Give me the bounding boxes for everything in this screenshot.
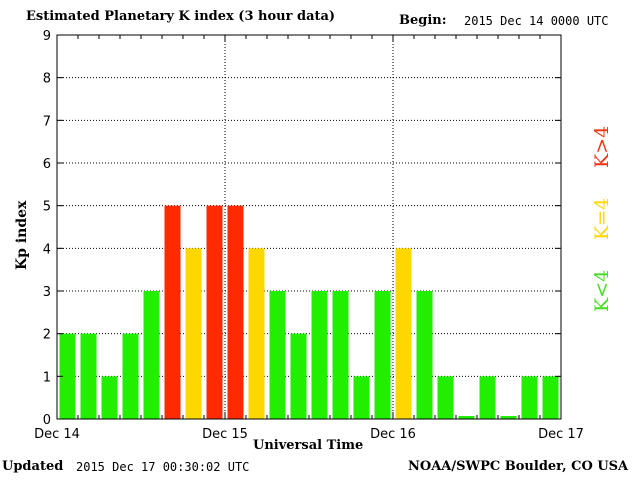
legend-k-above-4: K>4 — [591, 125, 613, 168]
legend-k-below-4: K<4 — [591, 269, 613, 312]
kp-bar — [227, 205, 244, 419]
y-tick-label: 5 — [43, 200, 51, 215]
y-tick-label: 1 — [43, 370, 51, 385]
kp-bar — [101, 376, 118, 419]
kp-bar — [500, 416, 517, 419]
y-tick-label: 8 — [43, 72, 51, 87]
kp-bar — [542, 376, 559, 419]
kp-bar — [458, 416, 475, 419]
kp-bar — [143, 291, 160, 419]
kp-bar — [185, 248, 202, 419]
y-tick-label: 9 — [43, 29, 51, 44]
kp-bar — [206, 205, 223, 419]
x-axis-label: Universal Time — [253, 438, 364, 453]
legend-k-equal-4: K=4 — [591, 197, 613, 240]
y-axis: 0 1 2 3 4 5 6 7 8 9 — [43, 29, 561, 428]
credit-text: NOAA/SWPC Boulder, CO USA — [408, 459, 629, 474]
kp-bar — [437, 376, 454, 419]
y-tick-label: 3 — [43, 285, 51, 300]
kp-bar — [80, 333, 97, 419]
kp-bar — [290, 333, 307, 419]
x-tick-label: Dec 15 — [202, 427, 248, 442]
kp-bar — [269, 291, 286, 419]
kp-bar — [479, 376, 496, 419]
kp-bar — [374, 291, 391, 419]
begin-label: Begin: — [399, 13, 447, 28]
x-tick-label: Dec 17 — [538, 427, 584, 442]
kp-bar — [311, 291, 328, 419]
grid-lines — [57, 35, 561, 419]
updated-value: 2015 Dec 17 00:30:02 UTC — [76, 460, 250, 474]
begin-value: 2015 Dec 14 0000 UTC — [464, 14, 609, 28]
kp-bar — [353, 376, 370, 419]
y-tick-label: 7 — [43, 114, 51, 129]
kp-bar — [332, 291, 349, 419]
kp-bar — [521, 376, 538, 419]
y-axis-label: Kp index — [14, 200, 30, 270]
y-tick-label: 0 — [43, 413, 51, 428]
bar-series — [59, 205, 559, 419]
x-tick-label: Dec 14 — [34, 427, 80, 442]
y-tick-label: 2 — [43, 328, 51, 343]
y-tick-label: 4 — [43, 242, 51, 257]
y-tick-label: 6 — [43, 157, 51, 172]
kp-bar — [416, 291, 433, 419]
x-axis: Dec 14 Dec 15 Dec 16 Dec 17 — [34, 35, 584, 442]
kp-bar — [122, 333, 139, 419]
kp-bar — [248, 248, 265, 419]
kp-bar — [164, 205, 181, 419]
kp-bar — [395, 248, 412, 419]
updated-label: Updated — [2, 459, 64, 474]
chart-title: Estimated Planetary K index (3 hour data… — [26, 9, 336, 24]
kp-bar — [59, 333, 76, 419]
x-tick-label: Dec 16 — [370, 427, 416, 442]
